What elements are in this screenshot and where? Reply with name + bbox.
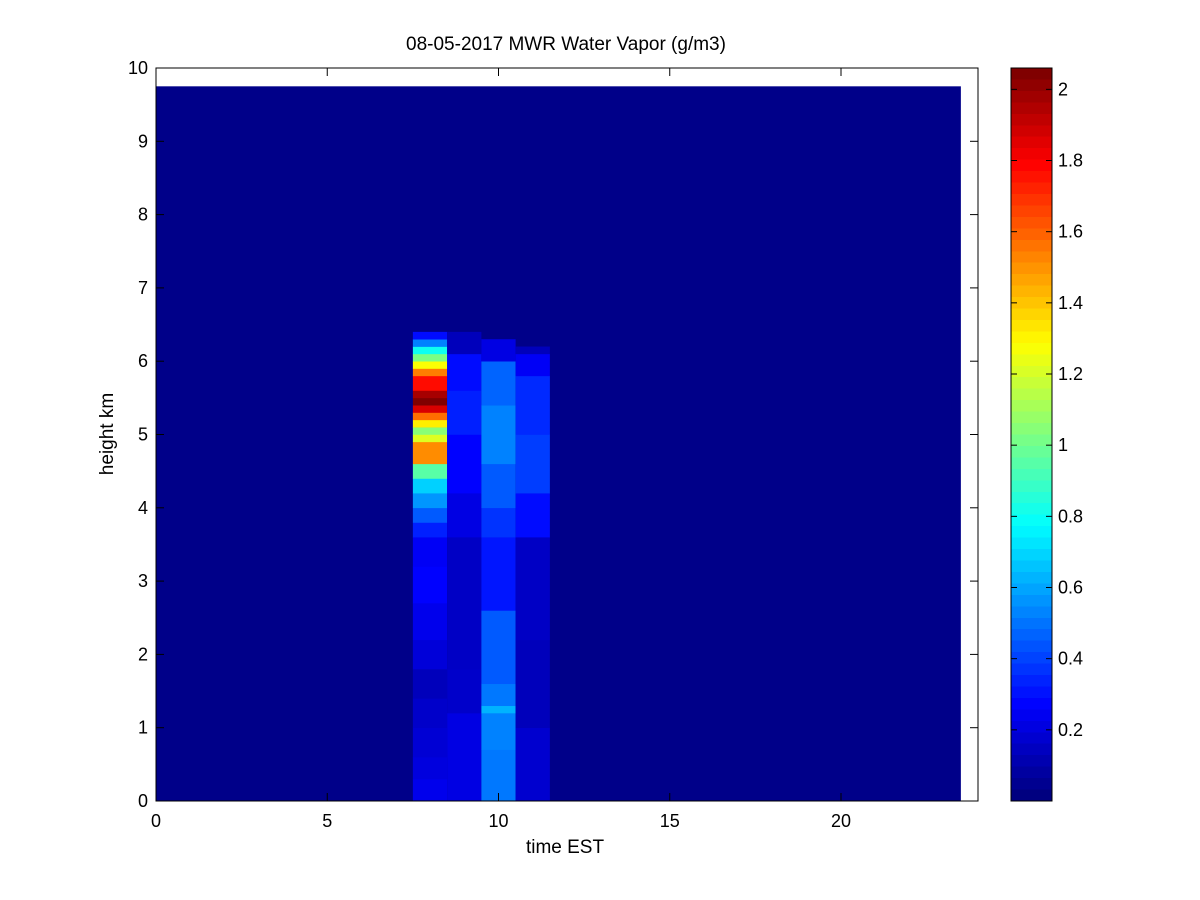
heatmap-cell — [412, 698, 448, 728]
colorbar-tick-label: 1.4 — [1058, 293, 1083, 313]
heatmap-cell — [412, 603, 448, 641]
heatmap-cell — [481, 705, 516, 714]
heatmap-cell — [515, 727, 550, 802]
y-axis-ticks: 0 1 2 3 4 5 6 7 8 9 10 — [128, 58, 978, 811]
heatmap-cell — [412, 375, 448, 391]
colorbar-tick-label: 1.8 — [1058, 151, 1083, 171]
heatmap-cell — [515, 346, 550, 355]
colorbar-tick-label: 0.6 — [1058, 578, 1083, 598]
heatmap-cell — [412, 361, 448, 369]
heatmap-cell — [412, 397, 448, 406]
heatmap-cell — [481, 610, 516, 685]
heatmap-cell — [515, 537, 550, 641]
y-tick-label: 4 — [138, 498, 148, 518]
heatmap-cell — [412, 331, 448, 340]
y-tick-label: 2 — [138, 644, 148, 664]
heatmap-cell — [481, 361, 516, 406]
heatmap-layer — [156, 86, 961, 802]
heatmap-cell — [447, 353, 482, 391]
heatmap-cell — [412, 412, 448, 421]
heatmap-cell — [412, 339, 448, 347]
heatmap-cell — [412, 434, 448, 443]
heatmap-cell — [412, 757, 448, 780]
y-tick-label: 0 — [138, 791, 148, 811]
x-tick-label: 5 — [322, 811, 332, 831]
colorbar-tick-label: 0.8 — [1058, 506, 1083, 526]
y-tick-label: 5 — [138, 425, 148, 445]
heatmap-cell — [412, 493, 448, 509]
heatmap-cell — [412, 727, 448, 758]
colorbar-tick-label: 0.2 — [1058, 720, 1083, 740]
heatmap-cell — [481, 463, 516, 509]
heatmap-cell — [412, 478, 448, 494]
heatmap-cell — [481, 749, 516, 802]
heatmap-cell — [412, 353, 448, 362]
chart-title: 08-05-2017 MWR Water Vapor (g/m3) — [406, 34, 726, 55]
heatmap-cell — [412, 368, 448, 377]
heatmap-cell — [447, 713, 482, 802]
heatmap-cell — [447, 493, 482, 538]
heatmap-background — [156, 86, 961, 801]
colorbar-ticks: 0.2 0.4 0.6 0.8 1 1.2 1.4 1.6 1.8 2 — [1011, 79, 1083, 740]
y-tick-label: 1 — [138, 718, 148, 738]
heatmap-cell — [412, 427, 448, 435]
heatmap-cell — [412, 522, 448, 538]
heatmap-cell — [412, 639, 448, 670]
heatmap-cell — [515, 375, 550, 435]
heatmap-cell — [481, 713, 516, 750]
heatmap-cell — [481, 537, 516, 611]
y-axis-label: height km — [97, 393, 118, 475]
colorbar-tick-label: 1.2 — [1058, 364, 1083, 384]
heatmap-cell — [481, 507, 516, 538]
heatmap-cell — [447, 390, 482, 435]
heatmap-cell — [481, 405, 516, 465]
x-tick-label: 20 — [831, 811, 851, 831]
heatmap-cell — [515, 434, 550, 494]
colorbar — [1010, 67, 1053, 802]
x-tick-label: 0 — [151, 811, 161, 831]
x-tick-label: 10 — [488, 811, 508, 831]
heatmap-cell — [412, 346, 448, 355]
y-tick-label: 3 — [138, 571, 148, 591]
y-tick-label: 6 — [138, 351, 148, 371]
heatmap-cell — [481, 683, 516, 707]
heatmap-cell — [412, 405, 448, 413]
x-tick-label: 15 — [660, 811, 680, 831]
heatmap-cell — [412, 669, 448, 699]
heatmap-cell — [412, 463, 448, 479]
y-tick-label: 10 — [128, 58, 148, 78]
heatmap-cell — [447, 434, 482, 494]
heatmap-cell — [412, 390, 448, 399]
x-axis-label: time EST — [526, 837, 605, 858]
heatmap-cell — [447, 331, 482, 355]
heatmap-cell — [412, 779, 448, 802]
y-tick-label: 8 — [138, 205, 148, 225]
colorbar-tick-label: 0.4 — [1058, 649, 1083, 669]
y-tick-label: 7 — [138, 278, 148, 298]
x-axis-ticks: 0 5 10 15 20 — [151, 68, 851, 831]
heatmap-cell — [515, 639, 550, 728]
heatmap-cell — [447, 537, 482, 670]
colorbar-tick-label: 2 — [1058, 79, 1068, 99]
heatmap-cell — [412, 566, 448, 604]
heatmap-cell — [447, 669, 482, 714]
heatmap-cell — [412, 537, 448, 567]
colorbar-tick-label: 1.6 — [1058, 222, 1083, 242]
heatmap-cell — [481, 339, 516, 362]
heatmap-cell — [412, 507, 448, 523]
heatmap-cell — [515, 353, 550, 377]
colorbar-tick-label: 1 — [1058, 435, 1068, 455]
heatmap-cell — [412, 441, 448, 465]
heatmap-cell — [412, 419, 448, 428]
y-tick-label: 9 — [138, 131, 148, 151]
heatmap-cell — [515, 493, 550, 538]
